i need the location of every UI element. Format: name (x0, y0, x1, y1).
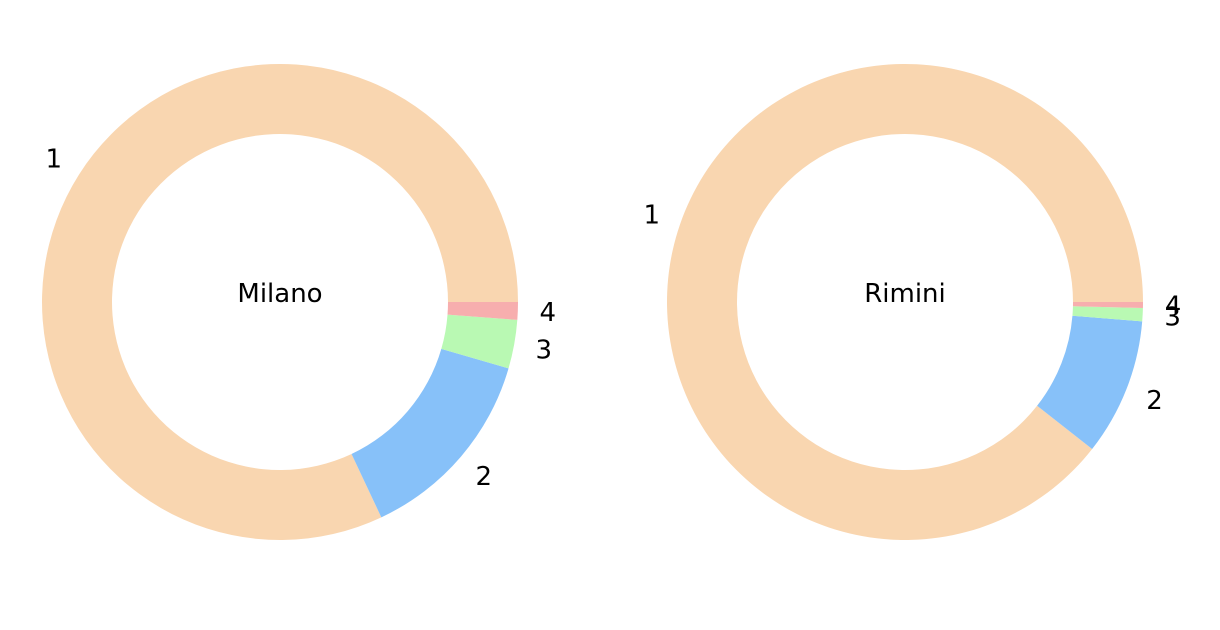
slice-label-1: 1 (643, 200, 660, 230)
donut-center-label: Milano (237, 279, 322, 309)
donut-chart-rimini: 1 2 34 Rimini (643, 63, 1182, 540)
donut-center-label: Rimini (864, 279, 946, 309)
donut-slice-1 (667, 63, 1143, 540)
donut-slice-1 (42, 64, 518, 540)
donut-slice-3 (1072, 306, 1143, 322)
slice-label-1: 1 (45, 144, 62, 174)
slice-label-3: 3 (1164, 302, 1181, 332)
donut-slice-4 (1072, 302, 1143, 308)
slice-label-3: 3 (535, 336, 552, 366)
donut-slice-3 (441, 314, 518, 369)
donut-slice-4 (447, 302, 518, 320)
donut-slice-2 (351, 348, 509, 518)
donut-chart-milano: 1 2 3 4 Milano (42, 64, 556, 540)
slice-label-2: 2 (1146, 386, 1163, 416)
slice-label-4: 4 (1165, 291, 1182, 321)
slice-label-2: 2 (476, 462, 493, 492)
donut-slice-2 (1037, 315, 1143, 450)
slice-label-4: 4 (540, 298, 557, 328)
